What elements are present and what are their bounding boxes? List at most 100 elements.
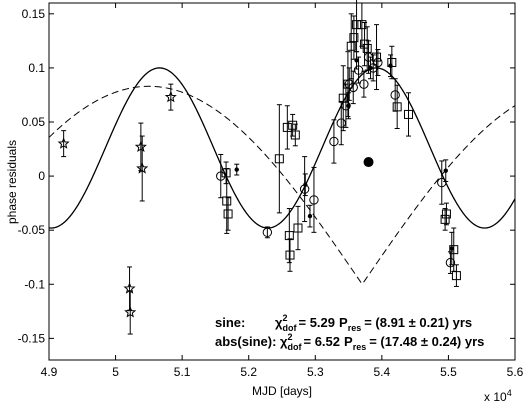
data-point-dot <box>302 173 308 197</box>
data-point-dot <box>443 159 449 182</box>
data-point-pentagram <box>134 122 147 172</box>
square-marker <box>451 271 461 281</box>
data-point-square <box>290 123 300 147</box>
star-marker <box>57 137 70 149</box>
annotation-abs-sine-chi-value: = 6.52 <box>304 334 341 349</box>
circle-marker <box>353 65 364 75</box>
square-marker <box>343 79 353 89</box>
x-axis-label: MJD [days] <box>252 384 312 398</box>
fit-annotation-sine: sine: χ2 dof = 5.29 Pres = (8.91 ± 0.21) yrs <box>215 313 472 333</box>
x-tick-label: 5.3 <box>307 365 324 379</box>
y-tick-label: 0.15 <box>22 7 46 21</box>
annotation-sine-label: sine: <box>215 315 245 330</box>
square-marker <box>288 120 298 130</box>
square-marker <box>441 209 451 219</box>
data-point-square <box>223 197 233 231</box>
dot-marker <box>307 213 313 219</box>
annotation-abs-sine-label: abs(sine): <box>215 334 276 349</box>
annotation-abs-sine-chi-sub: dof <box>288 342 303 352</box>
data-point-square <box>372 24 382 91</box>
data-point-pentagram <box>136 135 149 202</box>
x-multiplier-exponent: 4 <box>507 388 512 398</box>
y-tick-labels: 0.15 0.1 0.05 0 -0.05 -0.1 -0.15 <box>18 7 46 346</box>
data-point-square <box>293 205 303 251</box>
square-marker <box>282 122 292 132</box>
square-marker <box>440 214 450 224</box>
data-point-pentagram <box>57 130 70 158</box>
annotation-abs-sine-stats: χ2 dof = 6.52 Pres = (17.48 ± 0.24) yrs <box>280 332 484 352</box>
data-point-square <box>392 84 402 129</box>
annotation-sine-p: P <box>339 315 348 330</box>
abs-sine-fit-curve <box>49 85 515 285</box>
square-marker <box>223 209 233 219</box>
star-marker <box>136 162 149 174</box>
square-marker <box>352 20 362 30</box>
star-marker <box>164 90 177 103</box>
annotation-sine-chi-sup: 2 <box>282 313 287 323</box>
square-marker <box>403 109 413 119</box>
dot-marker <box>443 168 448 173</box>
data-point-dot <box>234 163 240 176</box>
data-point-square <box>222 168 232 234</box>
square-marker <box>357 20 367 30</box>
data-point-big-dot <box>363 157 374 168</box>
plot-frame <box>48 2 516 361</box>
x-tick-label: 5.4 <box>374 365 391 379</box>
x-tick-label: 5 <box>112 365 119 379</box>
data-point-circle <box>437 160 447 205</box>
circle-marker <box>216 171 226 181</box>
data-point-pentagram <box>124 290 137 335</box>
x-tick-label: 4.9 <box>41 365 58 379</box>
data-point-dot <box>354 51 360 70</box>
y-tick-label: 0 <box>38 169 45 183</box>
star-marker <box>124 306 137 318</box>
dot-marker <box>303 182 308 187</box>
dot-marker <box>449 246 454 251</box>
circle-marker <box>359 79 369 89</box>
data-point-circle <box>262 226 273 239</box>
data-point-pentagram <box>164 83 177 111</box>
x-multiplier-base: x 10 <box>484 390 507 404</box>
annotation-sine-chi-sub: dof <box>283 323 298 333</box>
dot-marker <box>388 63 393 68</box>
data-point-square <box>451 264 461 287</box>
circle-marker <box>437 177 447 188</box>
data-point-square <box>288 113 298 137</box>
data-point-square <box>284 208 294 264</box>
data-point-square <box>441 202 451 226</box>
square-marker <box>349 33 359 43</box>
dot-marker <box>368 65 373 71</box>
x-tick-label: 5.1 <box>174 365 191 379</box>
annotation-sine-stats: χ2 dof = 5.29 Pres = (8.91 ± 0.21) yrs <box>275 313 472 333</box>
data-point-square <box>285 238 295 272</box>
data-points <box>57 0 461 335</box>
axis-ticks <box>48 3 516 360</box>
y-tick-label: -0.05 <box>18 223 46 237</box>
data-point-circle <box>216 153 226 199</box>
star-marker <box>134 140 147 153</box>
y-tick-label: 0.05 <box>22 115 46 129</box>
circle-marker <box>262 227 273 238</box>
x-axis-multiplier: x 104 <box>484 388 512 404</box>
annotation-abs-sine-p-value: = (17.48 ± 0.24) yrs <box>369 334 484 349</box>
annotation-sine-p-value: = (8.91 ± 0.21) yrs <box>364 315 472 330</box>
big-dot-marker <box>363 157 374 168</box>
x-tick-label: 5.2 <box>240 365 257 379</box>
circle-marker <box>348 82 358 93</box>
square-marker <box>285 250 295 260</box>
data-point-square <box>403 92 413 137</box>
data-point-square <box>346 13 356 80</box>
data-point-dot <box>346 92 352 120</box>
y-tick-label: -0.15 <box>18 331 46 345</box>
square-marker <box>222 196 232 206</box>
annotation-abs-sine-p-sub: res <box>353 342 367 352</box>
square-marker <box>392 102 402 112</box>
y-axis-label: phase residuals <box>5 140 19 224</box>
fit-curves <box>49 67 515 285</box>
fit-annotation-abs-sine: abs(sine): χ2 dof = 6.52 Pres = (17.48 ± 0.2… <box>215 332 484 352</box>
data-point-square <box>440 208 450 231</box>
square-marker <box>449 245 459 255</box>
data-point-dot <box>388 54 394 78</box>
annotation-abs-sine-chi: χ <box>280 334 288 349</box>
